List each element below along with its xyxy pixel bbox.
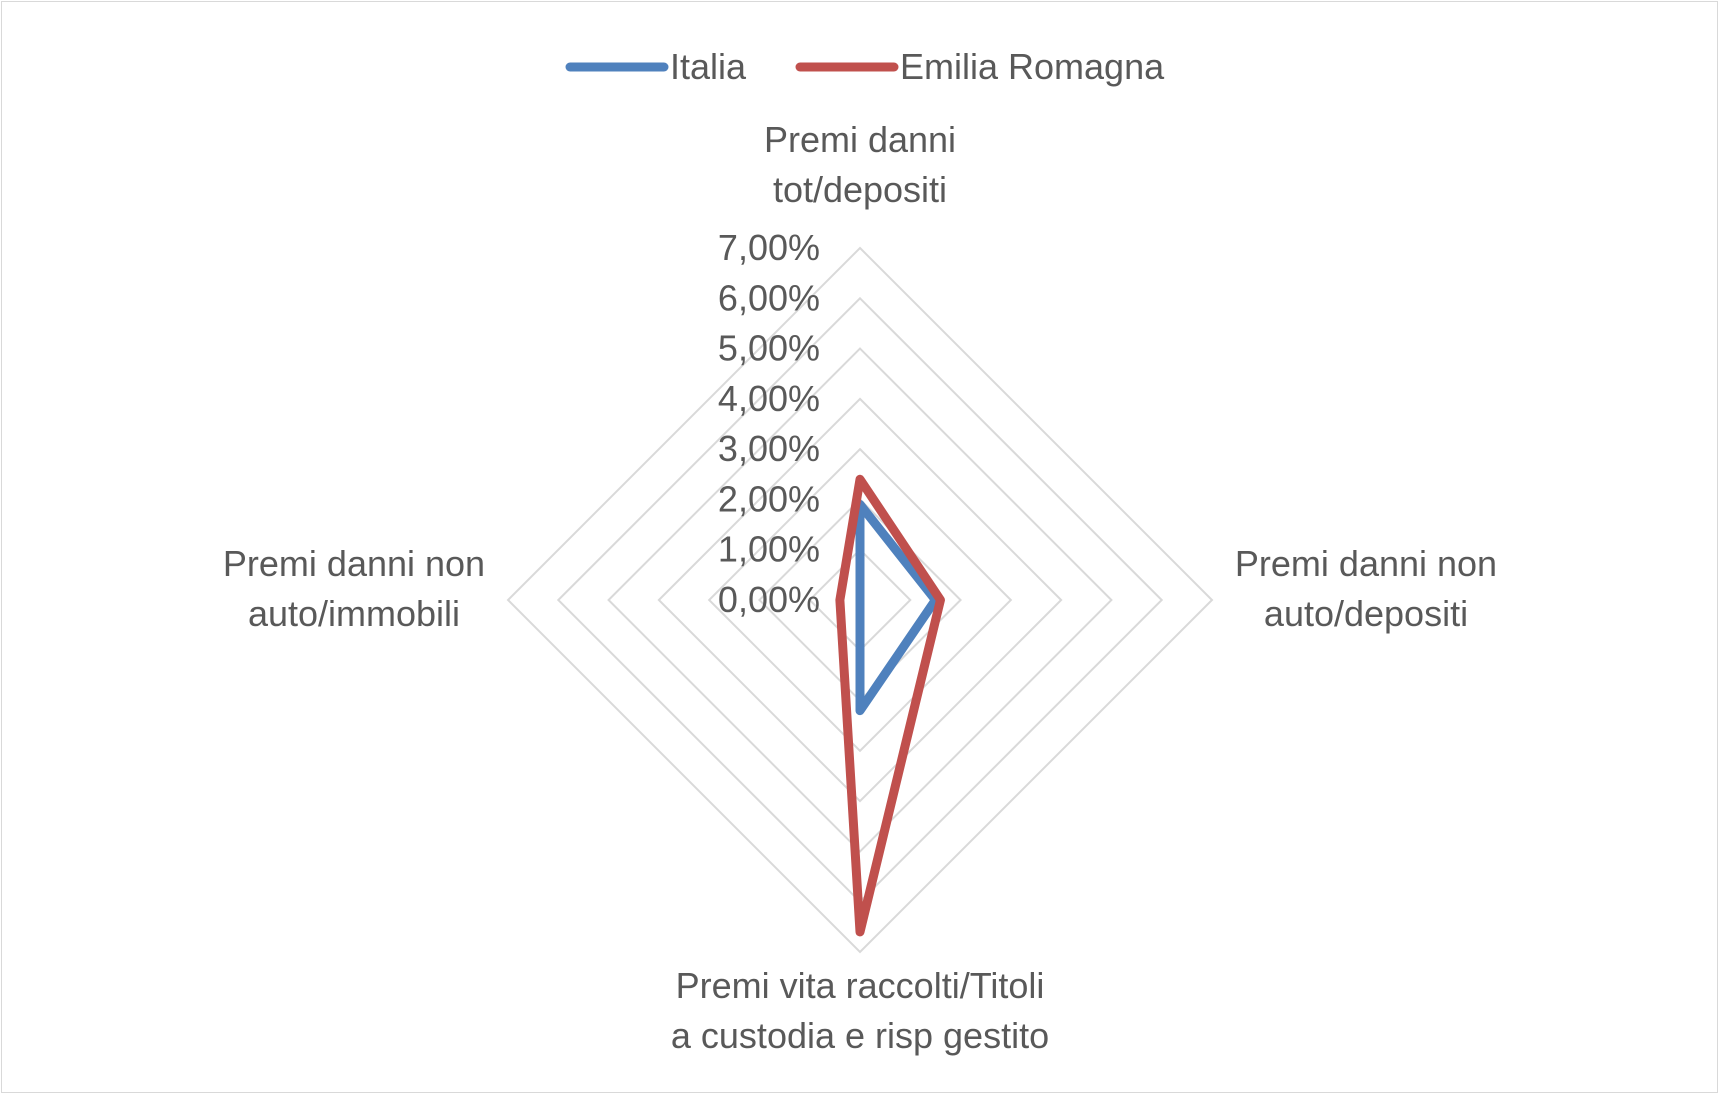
category-labels: Premi danni tot/depositi Premi danni non au… xyxy=(223,119,1497,1056)
tick-label: 0,00% xyxy=(718,579,820,620)
grid-ring xyxy=(657,397,1063,803)
tick-label: 3,00% xyxy=(718,428,820,469)
series-line xyxy=(835,474,945,937)
legend-label: Emilia Romagna xyxy=(900,46,1165,87)
radar-grid xyxy=(506,246,1214,954)
category-label: Premi vita raccolti/Titoli a custodia e r… xyxy=(671,965,1049,1056)
series-line xyxy=(855,499,940,716)
legend-label: Italia xyxy=(670,46,747,87)
category-label: Premi danni non auto/depositi xyxy=(1235,543,1497,634)
grid-ring xyxy=(607,347,1113,853)
series-lines xyxy=(835,474,945,937)
tick-label: 2,00% xyxy=(718,478,820,519)
radial-axis-ticks: 0,00% 1,00% 2,00% 3,00% 4,00% 5,00% 6,00% 7,00% xyxy=(718,227,820,620)
tick-label: 1,00% xyxy=(718,529,820,570)
tick-label: 5,00% xyxy=(718,328,820,369)
category-label: Premi danni non auto/immobili xyxy=(223,543,485,634)
grid-ring xyxy=(707,447,1013,753)
category-label: Premi danni tot/depositi xyxy=(764,119,956,210)
grid-ring xyxy=(506,246,1214,954)
legend: Italia Emilia Romagna xyxy=(565,46,1165,87)
tick-label: 6,00% xyxy=(718,277,820,318)
tick-label: 7,00% xyxy=(718,227,820,268)
tick-label: 4,00% xyxy=(718,378,820,419)
